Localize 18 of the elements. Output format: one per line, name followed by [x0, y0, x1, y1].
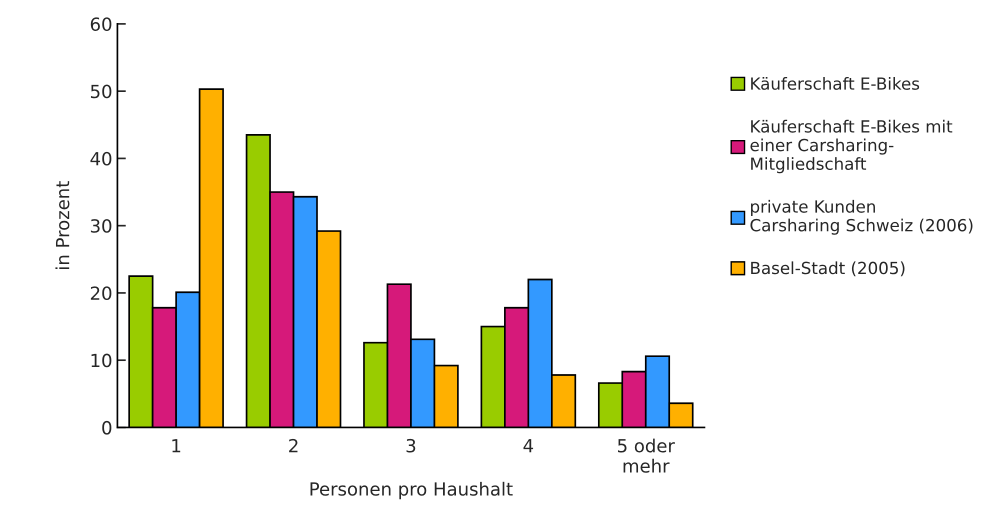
- x-tick-label: 1: [172, 439, 180, 452]
- legend-label: Käuferschaft E-Bikes: [751, 76, 920, 90]
- legend-label: private Kunden Carsharing Schweiz (2006): [750, 200, 972, 235]
- legend-label: Basel-Stadt (2005): [751, 261, 904, 276]
- x-tick-label: 3: [406, 438, 416, 453]
- y-tick-label: 0: [102, 420, 112, 435]
- y-tick-label: 60: [90, 17, 112, 32]
- x-tick-label: 4: [523, 439, 534, 452]
- x-tick-label: 2: [289, 438, 298, 452]
- y-tick-label: 30: [90, 219, 112, 233]
- legend-label: Käuferschaft E-Bikes mit einer Carsharing- Mitgliedschaft: [750, 120, 952, 174]
- y-tick-label: 40: [90, 152, 112, 166]
- y-tick-label: 20: [90, 286, 112, 300]
- x-axis-title: Personen pro Haushalt: [310, 482, 513, 500]
- y-tick-label: 10: [92, 354, 112, 368]
- y-axis-title: in Prozent: [55, 181, 70, 269]
- x-tick-label: 5 oder mehr: [618, 438, 675, 473]
- y-tick-label: 50: [90, 84, 112, 98]
